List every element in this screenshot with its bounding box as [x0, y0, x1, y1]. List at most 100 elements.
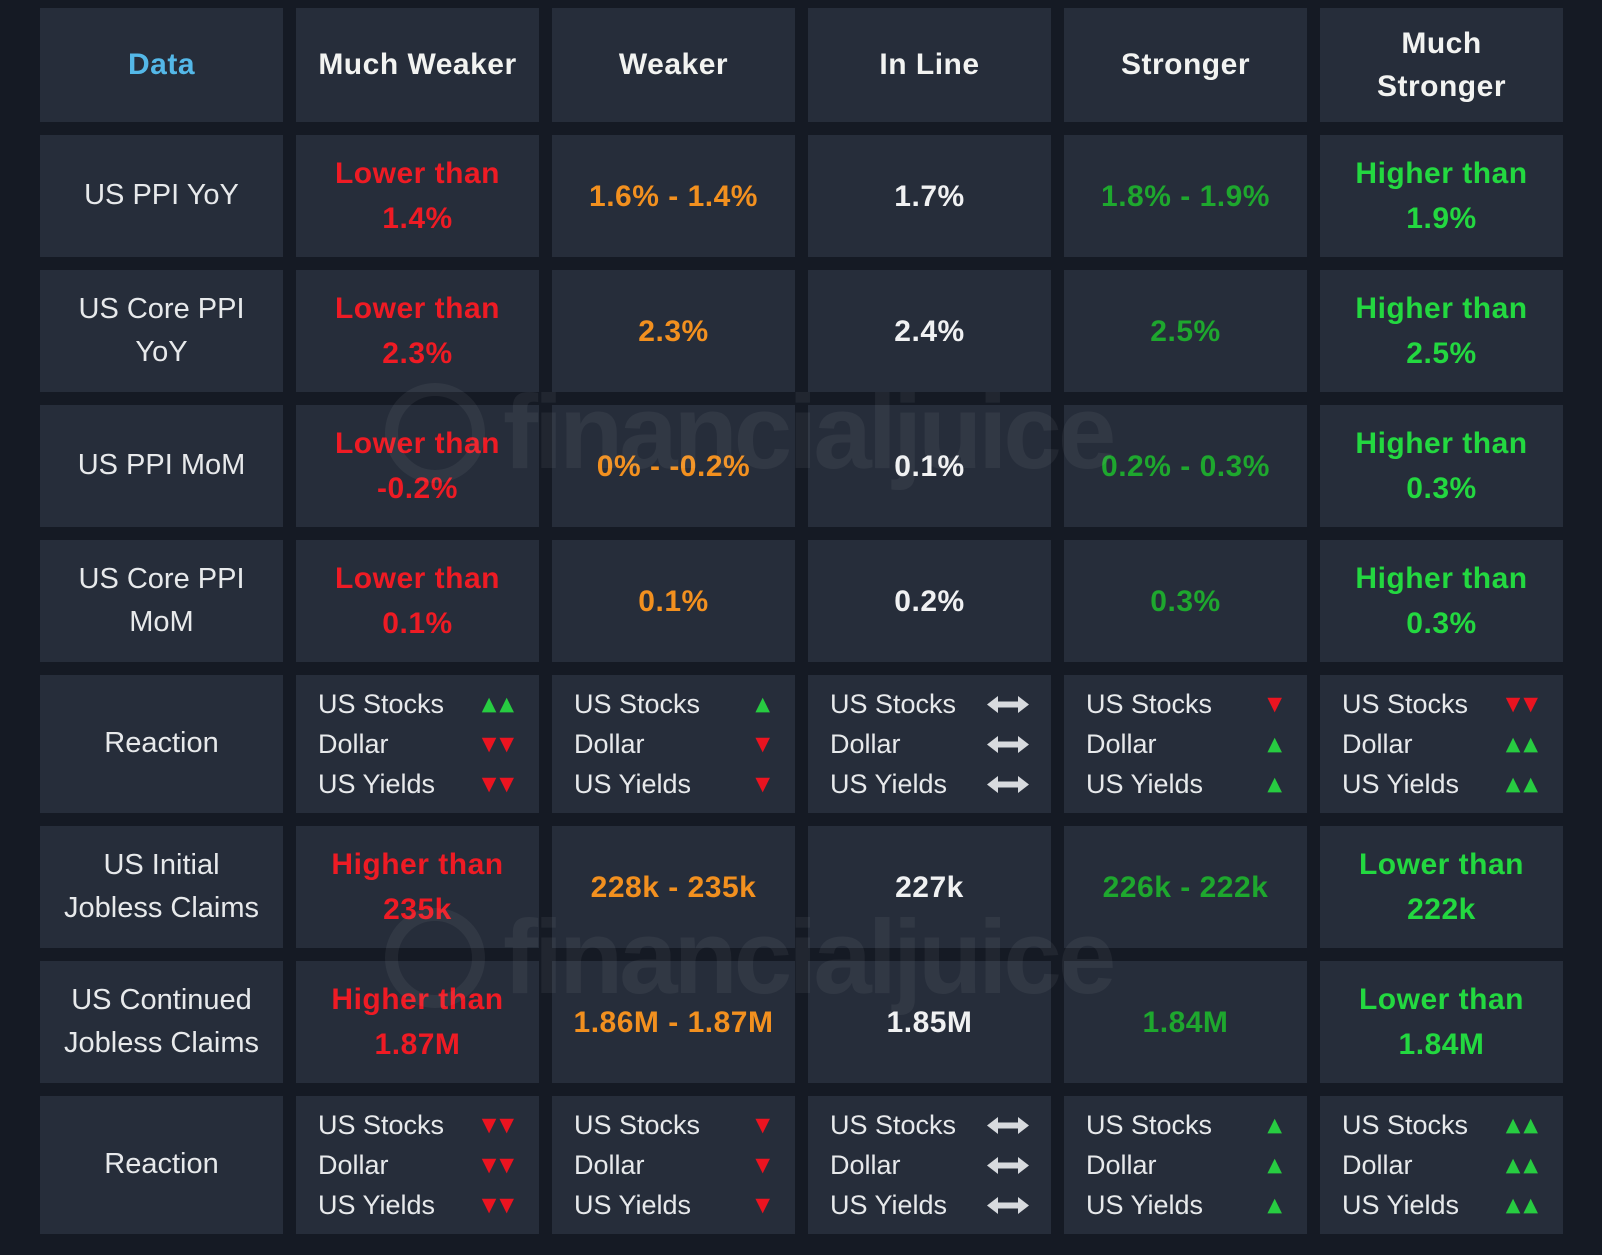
column-header-label: Data — [127, 48, 196, 82]
reaction-row-item: US Stocks ▲▲ — [318, 689, 517, 720]
value-cell: Lower than 1.84M — [1320, 961, 1563, 1083]
asset-label: US Yields — [830, 768, 948, 799]
value-text: 0.3% — [1150, 584, 1221, 618]
asset-label: US Yields — [1342, 1189, 1460, 1220]
asset-label: Dollar — [318, 728, 389, 759]
value-cell: Higher than 235k — [296, 826, 539, 948]
row-label-text: US Core PPI MoM — [78, 562, 245, 639]
up-arrow-icon: ▲ — [1267, 772, 1285, 795]
reaction-cell: US Stocks ▲ Dollar ▲ US Yields ▲ — [1064, 1096, 1307, 1234]
reaction-row-item: US Yields — [830, 769, 1029, 800]
value-cell: Lower than 222k — [1320, 826, 1563, 948]
reaction-cell: US Stocks ▼ Dollar ▼ US Yields ▼ — [552, 1096, 795, 1234]
neutral-arrow-icon — [987, 1196, 1029, 1214]
value-cell: 0.2% - 0.3% — [1064, 405, 1307, 527]
double-down-arrow-icon: ▼▼ — [481, 1193, 517, 1216]
reaction-row-item: Dollar ▼▼ — [318, 1150, 517, 1181]
up-arrow-icon: ▲ — [1267, 1153, 1285, 1176]
value-text: 0.1% — [894, 449, 965, 483]
value-cell: Lower than 1.4% — [296, 135, 539, 257]
value-text: 228k - 235k — [590, 870, 757, 904]
column-header-much-stronger: Much Stronger — [1320, 8, 1563, 122]
value-cell: 1.85M — [808, 961, 1051, 1083]
down-arrow-icon: ▼ — [755, 732, 773, 755]
asset-label: Dollar — [574, 1149, 645, 1180]
asset-label: Dollar — [1342, 1149, 1413, 1180]
asset-label: US Stocks — [574, 688, 701, 719]
value-text: 1.6% - 1.4% — [589, 179, 758, 213]
row-label-text: US PPI YoY — [84, 179, 239, 212]
asset-label: US Yields — [1086, 1189, 1204, 1220]
reaction-row-item: US Yields ▲ — [1086, 1190, 1285, 1221]
reaction-row-item: Dollar ▲ — [1086, 1150, 1285, 1181]
asset-label: US Stocks — [318, 688, 445, 719]
up-arrow-icon: ▲ — [1267, 1193, 1285, 1216]
value-text: 0.2% - 0.3% — [1101, 449, 1270, 483]
reaction-row-item: US Stocks ▲▲ — [1342, 1110, 1541, 1141]
value-cell: 0.1% — [808, 405, 1051, 527]
value-text: 1.8% - 1.9% — [1101, 179, 1270, 213]
row-label-reaction: Reaction — [40, 1096, 283, 1234]
value-text: Lower than 1.84M — [1358, 983, 1524, 1061]
row-label-text: Reaction — [104, 1148, 219, 1181]
value-cell: Lower than -0.2% — [296, 405, 539, 527]
row-label-us-ppi-yoy: US PPI YoY — [40, 135, 283, 257]
reaction-row-item: US Yields ▼▼ — [318, 769, 517, 800]
reaction-row-item: Dollar ▲ — [1086, 729, 1285, 760]
up-arrow-icon: ▲ — [755, 692, 773, 715]
reaction-row-item: US Stocks ▼▼ — [318, 1110, 517, 1141]
asset-label: US Stocks — [830, 688, 957, 719]
value-text: Higher than 1.87M — [331, 983, 504, 1061]
reaction-cell: US Stocks ▲▲ Dollar ▼▼ US Yields ▼▼ — [296, 675, 539, 813]
neutral-arrow-icon — [987, 695, 1029, 713]
double-up-arrow-icon: ▲▲ — [1505, 732, 1541, 755]
asset-label: Dollar — [318, 1149, 389, 1180]
value-cell: Higher than 0.3% — [1320, 540, 1563, 662]
value-cell: 227k — [808, 826, 1051, 948]
reaction-cell: US Stocks ▼▼ Dollar ▲▲ US Yields ▲▲ — [1320, 675, 1563, 813]
value-text: Higher than 1.9% — [1355, 157, 1528, 235]
asset-label: Dollar — [830, 728, 901, 759]
value-cell: Higher than 1.87M — [296, 961, 539, 1083]
column-header-label: Stronger — [1120, 48, 1250, 82]
double-up-arrow-icon: ▲▲ — [1505, 772, 1541, 795]
value-text: 2.3% — [638, 314, 709, 348]
column-header-in-line: In Line — [808, 8, 1051, 122]
value-text: 227k — [895, 870, 964, 904]
double-up-arrow-icon: ▲▲ — [1505, 1193, 1541, 1216]
neutral-arrow-icon — [987, 1156, 1029, 1174]
value-cell: 1.6% - 1.4% — [552, 135, 795, 257]
reaction-row-item: US Stocks ▼ — [1086, 689, 1285, 720]
value-cell: Lower than 0.1% — [296, 540, 539, 662]
value-text: Lower than 222k — [1358, 848, 1524, 926]
asset-label: US Yields — [574, 1189, 692, 1220]
value-cell: 1.86M - 1.87M — [552, 961, 795, 1083]
reaction-row-item: US Yields ▲▲ — [1342, 1190, 1541, 1221]
value-text: 2.5% — [1150, 314, 1221, 348]
row-label-us-ppi-mom: US PPI MoM — [40, 405, 283, 527]
up-arrow-icon: ▲ — [1267, 1113, 1285, 1136]
asset-label: US Stocks — [318, 1109, 445, 1140]
row-label-us-continued-jobless-claims: US Continued Jobless Claims — [40, 961, 283, 1083]
asset-label: US Stocks — [1342, 1109, 1469, 1140]
double-down-arrow-icon: ▼▼ — [481, 732, 517, 755]
asset-label: US Stocks — [1086, 688, 1213, 719]
down-arrow-icon: ▼ — [1267, 692, 1285, 715]
reaction-cell: US Stocks ▲ Dollar ▼ US Yields ▼ — [552, 675, 795, 813]
column-header-label: Weaker — [618, 48, 729, 82]
value-text: Lower than 1.4% — [334, 157, 500, 235]
value-text: 226k - 222k — [1102, 870, 1269, 904]
value-cell: 226k - 222k — [1064, 826, 1307, 948]
asset-label: US Yields — [318, 768, 436, 799]
reaction-row-item: Dollar ▼ — [574, 1150, 773, 1181]
reaction-row-item: Dollar ▼ — [574, 729, 773, 760]
reaction-row-item: US Yields ▼ — [574, 769, 773, 800]
reaction-row-item: US Stocks — [830, 1110, 1029, 1141]
asset-label: US Yields — [1342, 768, 1460, 799]
value-cell: Higher than 1.9% — [1320, 135, 1563, 257]
value-cell: 0.2% — [808, 540, 1051, 662]
reaction-row-item: US Yields ▼▼ — [318, 1190, 517, 1221]
reaction-cell: US Stocks Dollar US Yields — [808, 675, 1051, 813]
value-cell: 2.4% — [808, 270, 1051, 392]
value-text: 0.1% — [638, 584, 709, 618]
